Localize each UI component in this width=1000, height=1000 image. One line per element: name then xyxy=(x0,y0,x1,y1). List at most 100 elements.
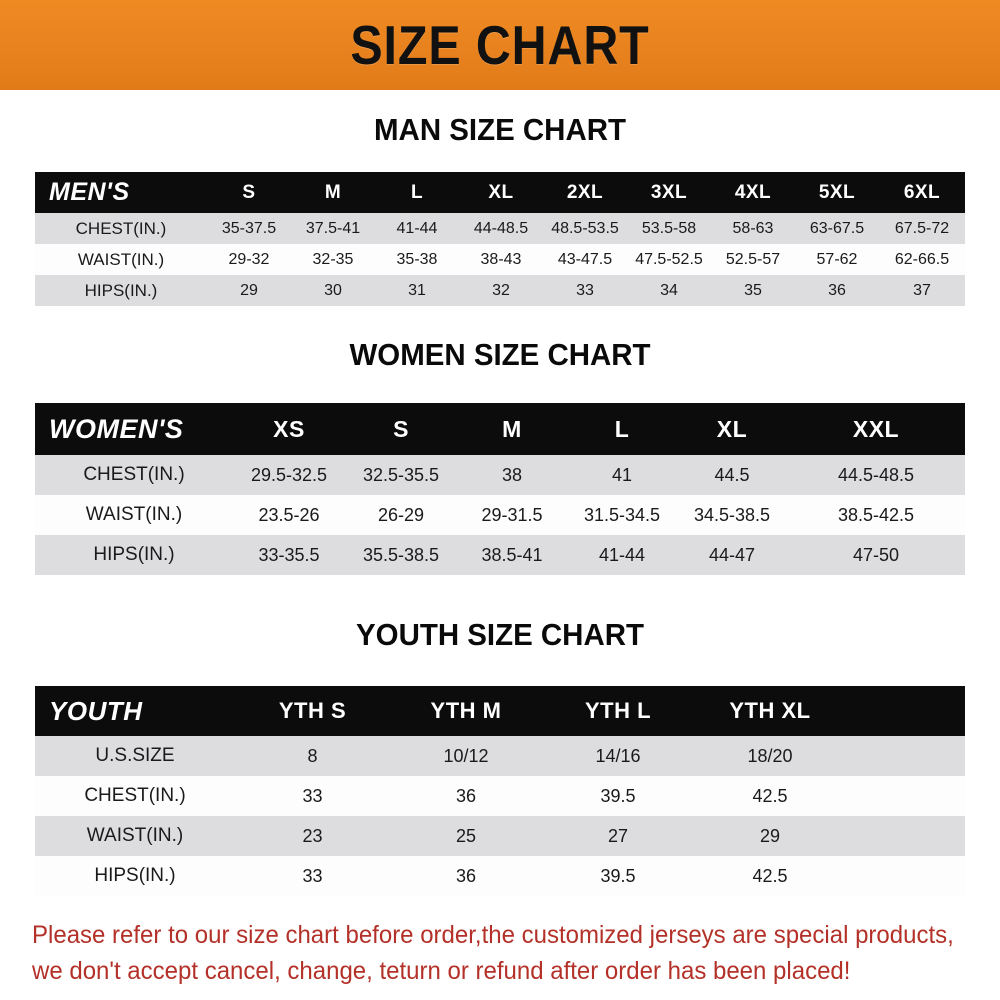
women-cell: 32.5-35.5 xyxy=(362,464,440,485)
women-cell: 33-35.5 xyxy=(258,544,320,565)
youth-cell: 18/20 xyxy=(747,745,793,766)
men-cell: 29 xyxy=(240,281,258,299)
youth-cell: 25 xyxy=(455,825,477,846)
men-col-header: 3XL xyxy=(650,181,688,203)
table-row: CHEST(IN.) 35-37.5 37.5-41 41-44 44-48.5… xyxy=(35,213,965,244)
men-row-label: HIPS(IN.) xyxy=(84,280,158,300)
youth-cell: 14/16 xyxy=(595,745,641,766)
men-size-table: MEN'S S M L XL 2XL 3XL 4XL 5XL 6XL CHEST… xyxy=(35,172,965,306)
youth-cell: 36 xyxy=(455,865,477,886)
men-col-header: 5XL xyxy=(818,181,856,203)
youth-cell-spacer xyxy=(846,736,965,776)
men-col-header: 4XL xyxy=(734,181,772,203)
men-col-header: S xyxy=(242,181,256,203)
youth-cell-spacer xyxy=(846,776,965,816)
men-cell: 43-47.5 xyxy=(557,250,613,268)
men-cell: 63-67.5 xyxy=(809,219,865,237)
youth-cell: 33 xyxy=(302,785,323,806)
youth-table-header-row: YOUTH YTH S YTH M YTH L YTH XL xyxy=(35,686,965,736)
women-row-label: CHEST(IN.) xyxy=(83,464,185,485)
men-cell: 32-35 xyxy=(312,250,354,268)
youth-cell: 42.5 xyxy=(752,785,788,806)
women-cell: 35.5-38.5 xyxy=(362,544,440,565)
men-cell: 35-38 xyxy=(396,250,438,268)
men-cell: 29-32 xyxy=(228,250,270,268)
women-col-header: XXL xyxy=(852,415,900,442)
men-col-header: 6XL xyxy=(903,181,941,203)
women-cell: 38 xyxy=(501,464,523,485)
men-cell: 30 xyxy=(324,281,342,299)
table-row: HIPS(IN.) 33 36 39.5 42.5 xyxy=(35,856,965,896)
footer-line-1: Please refer to our size chart before or… xyxy=(32,921,954,949)
youth-section-heading: YOUTH SIZE CHART xyxy=(356,617,644,652)
men-cell: 53.5-58 xyxy=(641,219,697,237)
women-cell: 26-29 xyxy=(377,504,425,525)
youth-size-table: YOUTH YTH S YTH M YTH L YTH XL U.S.SIZE … xyxy=(35,686,965,896)
table-row: WAIST(IN.) 29-32 32-35 35-38 38-43 43-47… xyxy=(35,244,965,275)
women-section-heading: WOMEN SIZE CHART xyxy=(349,337,651,372)
youth-col-header: YTH M xyxy=(430,698,502,723)
men-cell: 48.5-53.5 xyxy=(551,219,619,237)
women-row-label: WAIST(IN.) xyxy=(85,504,183,525)
youth-col-header: YTH L xyxy=(584,698,652,723)
men-corner-label: MEN'S xyxy=(49,178,130,206)
men-col-header: M xyxy=(324,181,342,203)
youth-corner-label: YOUTH xyxy=(49,695,143,726)
women-cell: 23.5-26 xyxy=(258,504,320,525)
men-cell: 44-48.5 xyxy=(473,219,529,237)
women-size-table: WOMEN'S XS S M L XL XXL CHEST(IN.) 29.5-… xyxy=(35,403,965,575)
men-cell: 41-44 xyxy=(396,219,438,237)
men-cell: 36 xyxy=(828,281,846,299)
table-row: HIPS(IN.) 29 30 31 32 33 34 35 36 37 xyxy=(35,275,965,306)
youth-col-header: YTH XL xyxy=(729,698,811,723)
women-col-header: M xyxy=(502,415,522,442)
women-cell: 44.5 xyxy=(714,464,750,485)
table-row: WAIST(IN.) 23.5-26 26-29 29-31.5 31.5-34… xyxy=(35,495,965,535)
women-corner-label: WOMEN'S xyxy=(49,413,184,444)
women-cell: 38.5-42.5 xyxy=(837,504,915,525)
men-cell: 47.5-52.5 xyxy=(635,250,703,268)
youth-cell: 39.5 xyxy=(600,865,636,886)
men-cell: 67.5-72 xyxy=(894,219,950,237)
women-col-header: S xyxy=(393,415,409,442)
men-cell: 35 xyxy=(744,281,762,299)
youth-col-header-spacer xyxy=(846,686,965,736)
men-col-header: XL xyxy=(488,181,514,203)
women-row-label: HIPS(IN.) xyxy=(93,544,175,565)
men-cell: 37 xyxy=(913,281,931,299)
women-table-header-row: WOMEN'S XS S M L XL XXL xyxy=(35,403,965,455)
youth-col-header: YTH S xyxy=(278,698,347,723)
youth-cell: 33 xyxy=(302,865,323,886)
banner-title: SIZE CHART xyxy=(350,13,650,76)
women-cell: 29-31.5 xyxy=(481,504,543,525)
footer-line-2: we don't accept cancel, change, teturn o… xyxy=(32,956,851,985)
men-col-header: 2XL xyxy=(566,181,604,203)
table-row: U.S.SIZE 8 10/12 14/16 18/20 xyxy=(35,736,965,776)
men-cell: 52.5-57 xyxy=(725,250,781,268)
men-section-heading: MAN SIZE CHART xyxy=(374,112,626,147)
women-cell: 41-44 xyxy=(598,544,646,565)
women-col-header: XL xyxy=(716,415,748,442)
youth-row-label: HIPS(IN.) xyxy=(94,865,176,886)
youth-cell: 8 xyxy=(307,745,318,766)
youth-row-label: U.S.SIZE xyxy=(95,745,175,766)
youth-cell-spacer xyxy=(846,856,965,896)
men-cell: 62-66.5 xyxy=(894,250,950,268)
men-row-label: CHEST(IN.) xyxy=(75,218,167,238)
youth-cell: 27 xyxy=(607,825,629,846)
youth-row-label: WAIST(IN.) xyxy=(86,825,184,846)
men-cell: 33 xyxy=(576,281,594,299)
table-row: CHEST(IN.) 33 36 39.5 42.5 xyxy=(35,776,965,816)
youth-cell: 36 xyxy=(455,785,477,806)
men-row-label: WAIST(IN.) xyxy=(77,249,165,269)
youth-cell: 23 xyxy=(302,825,323,846)
women-cell: 29.5-32.5 xyxy=(250,464,328,485)
men-cell: 35-37.5 xyxy=(221,219,277,237)
women-cell: 47-50 xyxy=(852,544,900,565)
men-col-header: L xyxy=(410,181,424,203)
banner: SIZE CHART xyxy=(0,0,1000,90)
youth-cell: 29 xyxy=(759,825,781,846)
table-row: HIPS(IN.) 33-35.5 35.5-38.5 38.5-41 41-4… xyxy=(35,535,965,575)
men-cell: 38-43 xyxy=(480,250,522,268)
